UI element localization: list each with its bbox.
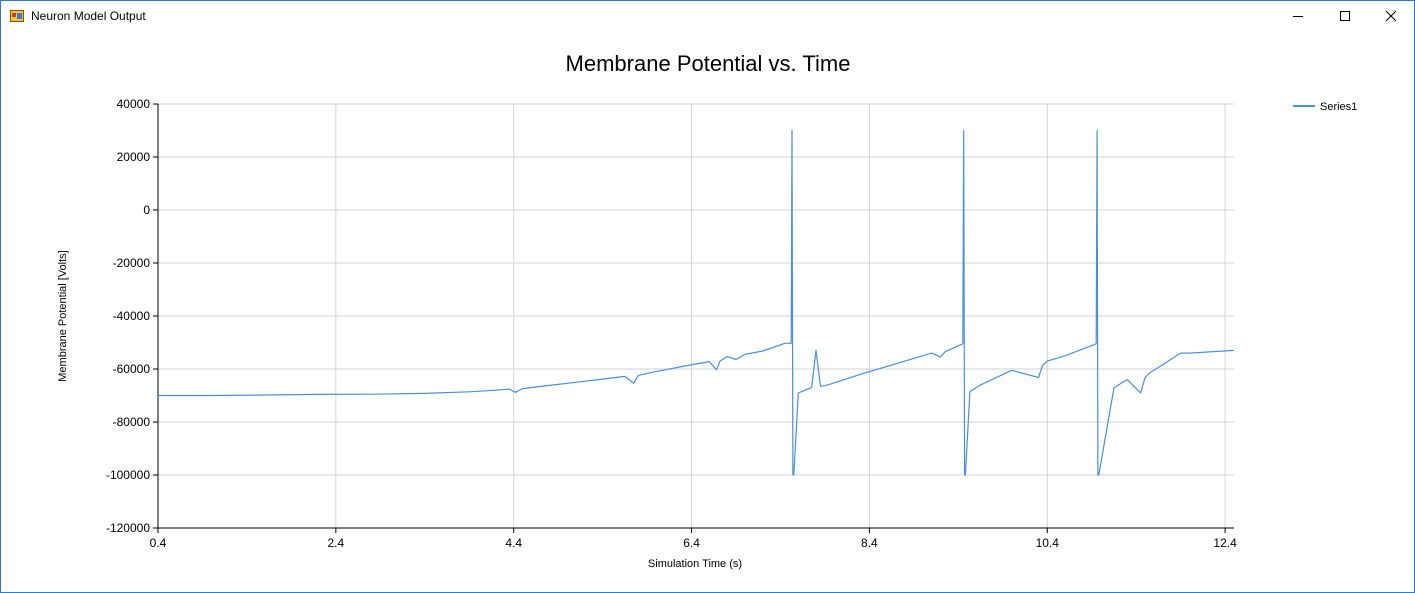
x-tick-label: 10.4 (1036, 536, 1060, 550)
y-axis-label: Membrane Potential [Volts] (57, 250, 69, 381)
y-tick-label: 0 (143, 203, 150, 217)
x-axis-ticks: 0.4 2.4 4.4 6.4 8.4 10.4 12.4 (150, 528, 1237, 550)
close-icon (1385, 10, 1397, 22)
y-tick-label: 20000 (117, 150, 151, 164)
y-tick-label: -80000 (113, 415, 151, 429)
x-tick-label: 4.4 (505, 536, 522, 550)
minimize-button[interactable] (1275, 1, 1321, 31)
y-tick-label: -20000 (113, 256, 151, 270)
x-tick-label: 8.4 (861, 536, 878, 550)
x-axis-label: Simulation Time (s) (648, 558, 742, 570)
y-tick-label: 40000 (117, 97, 151, 111)
y-axis-ticks: -120000 -100000 -80000 -60000 -40000 -20000 0 2… (106, 97, 158, 535)
grid-lines (157, 103, 1234, 529)
window-title: Neuron Model Output (31, 9, 146, 23)
series-layer (158, 129, 1235, 476)
maximize-icon (1340, 11, 1350, 21)
series-line-1 (158, 129, 1235, 476)
y-tick-label: -40000 (113, 309, 151, 323)
app-window-icon (10, 10, 24, 22)
y-tick-label: -60000 (113, 362, 151, 376)
x-tick-label: 2.4 (328, 536, 345, 550)
chart-title: Membrane Potential vs. Time (566, 51, 851, 76)
legend: Series1 (1293, 101, 1357, 113)
minimize-icon (1293, 16, 1303, 17)
x-tick-label: 12.4 (1213, 536, 1237, 550)
maximize-button[interactable] (1322, 1, 1368, 31)
x-tick-label: 0.4 (150, 536, 167, 550)
title-bar[interactable]: Neuron Model Output (1, 1, 1414, 31)
x-tick-label: 6.4 (683, 536, 700, 550)
y-tick-label: -120000 (106, 521, 150, 535)
close-button[interactable] (1368, 1, 1414, 31)
y-tick-label: -100000 (106, 468, 150, 482)
legend-label-series1: Series1 (1320, 101, 1357, 113)
